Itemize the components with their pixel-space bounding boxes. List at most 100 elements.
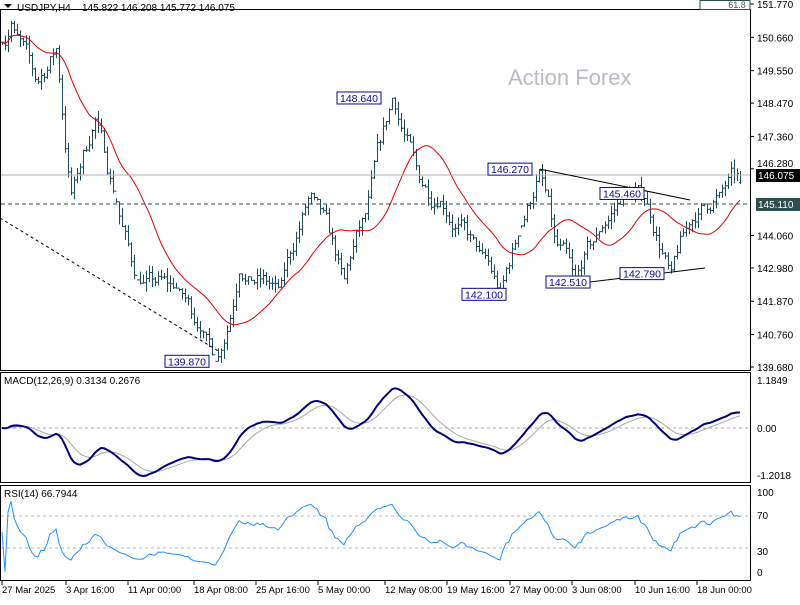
price-bar xyxy=(724,180,727,197)
price-bar xyxy=(355,230,358,253)
macd-tick-label: -1.2018 xyxy=(757,471,791,482)
price-bar xyxy=(205,331,208,342)
price-tick-label: 151.770 xyxy=(757,0,794,11)
price-bar xyxy=(475,237,478,252)
price-bar xyxy=(334,235,337,262)
price-bar xyxy=(367,190,370,221)
time-tick-label: 18 Apr 08:00 xyxy=(194,585,248,596)
price-bar xyxy=(79,163,82,181)
price-bar xyxy=(583,251,586,275)
price-bar xyxy=(34,67,37,83)
price-bar xyxy=(139,271,142,285)
price-bar xyxy=(286,248,289,278)
price-bar xyxy=(91,129,94,150)
current-price-box xyxy=(756,168,800,182)
macd-tick-label: 0.00 xyxy=(757,424,777,435)
price-bar xyxy=(322,207,325,213)
price-bar xyxy=(697,208,700,229)
price-bar xyxy=(58,45,61,83)
price-bar xyxy=(481,243,484,255)
price-bar xyxy=(19,30,22,48)
price-bar xyxy=(727,173,730,190)
price-bar xyxy=(256,268,259,290)
price-bar xyxy=(568,242,571,259)
price-bar xyxy=(607,215,610,230)
price-bar xyxy=(127,225,130,247)
price-bar xyxy=(358,220,361,238)
price-bar xyxy=(298,221,301,244)
price-bar xyxy=(427,179,430,206)
price-bar xyxy=(349,255,352,271)
price-bar xyxy=(364,213,367,223)
price-bar xyxy=(301,211,304,236)
price-bar xyxy=(199,320,202,339)
price-bar xyxy=(373,159,376,180)
price-annotation-box xyxy=(619,267,665,281)
price-bar xyxy=(82,149,85,175)
price-bar xyxy=(292,242,295,261)
price-bar xyxy=(316,196,319,201)
price-bar xyxy=(679,231,682,254)
price-bar xyxy=(49,56,52,74)
fib-label: 61.8 xyxy=(728,0,746,10)
price-bar xyxy=(652,214,655,237)
price-bar xyxy=(391,97,394,111)
price-bar xyxy=(394,97,397,115)
price-bar xyxy=(730,161,733,186)
price-bar xyxy=(463,217,466,231)
price-annotation-box xyxy=(164,354,210,368)
time-tick-label: 27 May 00:00 xyxy=(510,585,568,596)
price-bar xyxy=(85,146,88,152)
price-tick-label: 147.360 xyxy=(757,132,794,143)
level-price-box xyxy=(756,197,800,211)
price-bar xyxy=(571,248,574,278)
price-bar xyxy=(376,133,379,162)
price-bar xyxy=(508,262,511,275)
price-bar xyxy=(526,203,529,223)
price-annotation: 146.270 xyxy=(491,164,529,176)
price-bar xyxy=(397,101,400,126)
price-bar xyxy=(538,169,541,183)
price-bar xyxy=(145,270,148,292)
price-bar xyxy=(589,239,592,249)
price-bar xyxy=(361,217,364,236)
price-bar xyxy=(13,21,16,34)
price-bar xyxy=(133,254,136,280)
price-bar xyxy=(478,240,481,253)
price-tick-label: 148.470 xyxy=(757,99,794,110)
rsi-tick-label: 70 xyxy=(757,511,769,522)
price-bar xyxy=(451,214,454,238)
price-bar xyxy=(106,146,109,176)
price-bar xyxy=(217,348,220,362)
price-bar xyxy=(439,200,442,208)
price-bar xyxy=(715,188,718,209)
rsi-panel[interactable] xyxy=(0,485,751,581)
price-bar xyxy=(259,267,262,288)
price-bar xyxy=(598,231,601,239)
price-bar xyxy=(442,194,445,216)
price-bar xyxy=(169,275,172,293)
price-bar xyxy=(280,277,283,288)
price-bar xyxy=(94,117,97,139)
price-tick-label: 150.660 xyxy=(757,33,794,44)
price-bar xyxy=(61,74,64,120)
price-bar xyxy=(214,354,217,362)
price-bar xyxy=(28,35,31,64)
price-bar xyxy=(592,241,595,251)
price-bar xyxy=(103,128,106,153)
price-bar xyxy=(289,251,292,265)
price-bar xyxy=(550,188,553,228)
price-bar xyxy=(124,224,127,241)
macd-line xyxy=(1,387,740,478)
trendline-upper xyxy=(539,168,691,201)
price-bar xyxy=(424,184,427,188)
collapse-triangle-icon[interactable] xyxy=(4,4,12,8)
price-bar xyxy=(562,240,565,246)
price-bar xyxy=(193,307,196,326)
price-bar xyxy=(436,197,439,209)
price-bar xyxy=(655,226,658,242)
price-bar xyxy=(184,288,187,303)
price-bar xyxy=(148,265,151,283)
chart-ohlc: 145.822 146.208 145.772 146.075 xyxy=(82,3,235,14)
